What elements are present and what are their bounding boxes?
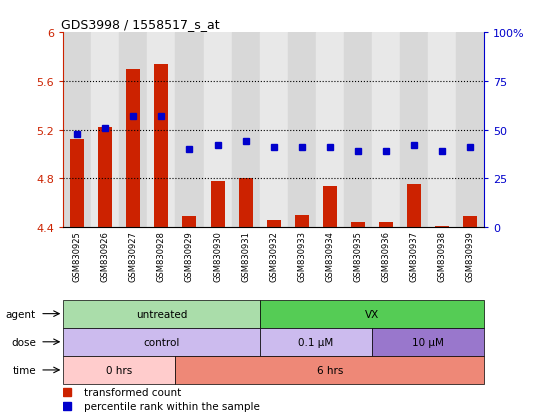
Text: 0.1 μM: 0.1 μM [298, 337, 333, 347]
Bar [119, 33, 147, 228]
Text: dose: dose [11, 337, 36, 347]
Bar [323, 186, 337, 228]
Text: 0 hrs: 0 hrs [106, 365, 133, 375]
Bar [372, 33, 400, 228]
Bar [211, 181, 224, 228]
Bar [232, 33, 260, 228]
Bar [267, 220, 280, 228]
Bar [260, 328, 372, 356]
Bar [428, 33, 456, 228]
Bar [204, 33, 232, 228]
Bar [63, 356, 175, 384]
Bar [91, 33, 119, 228]
Text: agent: agent [6, 309, 36, 319]
Bar [70, 140, 84, 228]
Bar [400, 33, 428, 228]
Text: 10 μM: 10 μM [412, 337, 444, 347]
Bar [155, 65, 168, 228]
Text: transformed count: transformed count [84, 387, 182, 397]
Bar [239, 179, 252, 228]
Bar [344, 33, 372, 228]
Text: percentile rank within the sample: percentile rank within the sample [84, 401, 260, 411]
Text: untreated: untreated [136, 309, 187, 319]
Bar [147, 33, 175, 228]
Bar [63, 328, 260, 356]
Bar [295, 216, 309, 228]
Bar [126, 69, 140, 228]
Bar [175, 33, 204, 228]
Text: GDS3998 / 1558517_s_at: GDS3998 / 1558517_s_at [61, 17, 220, 31]
Bar [351, 223, 365, 228]
Text: 6 hrs: 6 hrs [317, 365, 343, 375]
Bar [407, 185, 421, 228]
Text: control: control [143, 337, 180, 347]
Text: time: time [12, 365, 36, 375]
Text: VX: VX [365, 309, 379, 319]
Bar [372, 328, 484, 356]
Bar [260, 33, 288, 228]
Bar [98, 128, 112, 228]
Bar [63, 300, 260, 328]
Bar [175, 356, 484, 384]
Bar [183, 217, 196, 228]
Bar [63, 33, 91, 228]
Bar [463, 217, 477, 228]
Bar [456, 33, 484, 228]
Bar [379, 223, 393, 228]
Bar [288, 33, 316, 228]
Bar [435, 226, 449, 228]
Bar [260, 300, 484, 328]
Bar [316, 33, 344, 228]
